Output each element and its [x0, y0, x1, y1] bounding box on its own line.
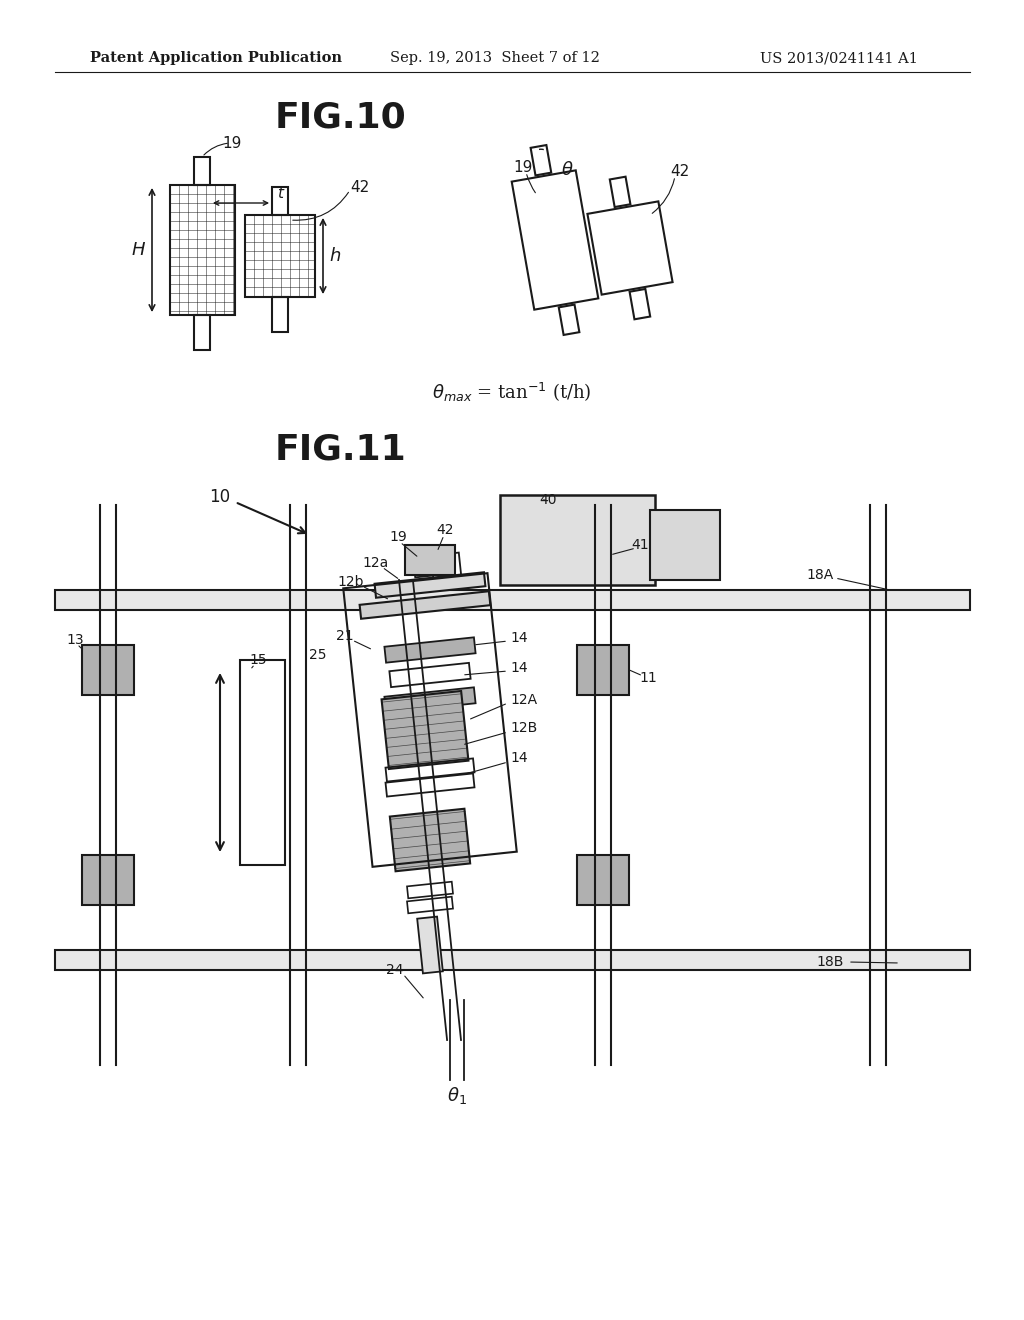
Polygon shape [577, 645, 629, 696]
Text: 10: 10 [210, 488, 230, 506]
Text: 42: 42 [436, 523, 454, 537]
Polygon shape [650, 510, 720, 579]
Polygon shape [375, 573, 485, 598]
Text: 12B: 12B [510, 721, 538, 735]
Text: FIG.10: FIG.10 [274, 102, 406, 135]
Text: 19: 19 [389, 531, 407, 544]
Text: 14: 14 [510, 751, 527, 766]
Polygon shape [359, 591, 490, 619]
Text: 19: 19 [222, 136, 242, 150]
Polygon shape [82, 645, 134, 696]
Polygon shape [382, 690, 468, 770]
Polygon shape [500, 495, 655, 585]
Polygon shape [417, 916, 442, 973]
Text: t: t [278, 186, 283, 202]
Text: 21: 21 [336, 630, 354, 643]
Text: US 2013/0241141 A1: US 2013/0241141 A1 [760, 51, 918, 65]
Polygon shape [240, 660, 285, 865]
Polygon shape [577, 855, 629, 906]
Text: 12a: 12a [362, 556, 389, 570]
Text: 13: 13 [67, 634, 84, 647]
Text: $\theta_1$: $\theta_1$ [447, 1085, 467, 1106]
Text: 25: 25 [309, 648, 327, 663]
Text: 12b: 12b [338, 576, 365, 589]
Polygon shape [82, 855, 134, 906]
Text: 41: 41 [631, 539, 649, 552]
Polygon shape [431, 553, 461, 577]
Polygon shape [406, 545, 455, 576]
Polygon shape [384, 688, 475, 713]
Text: 14: 14 [510, 631, 527, 645]
Text: 40: 40 [540, 492, 557, 507]
Polygon shape [384, 638, 475, 663]
Text: 12A: 12A [510, 693, 538, 708]
Text: 42: 42 [671, 165, 689, 180]
Text: 14: 14 [510, 661, 527, 675]
Polygon shape [413, 553, 443, 577]
Text: H: H [131, 242, 145, 259]
Text: 15: 15 [249, 653, 267, 667]
Polygon shape [55, 950, 970, 970]
Text: Patent Application Publication: Patent Application Publication [90, 51, 342, 65]
Text: FIG.11: FIG.11 [274, 433, 406, 467]
Text: 24: 24 [386, 964, 403, 977]
Text: 42: 42 [350, 180, 370, 194]
Text: 11: 11 [639, 671, 656, 685]
Polygon shape [55, 590, 970, 610]
Text: h: h [329, 247, 340, 265]
Text: 18A: 18A [806, 568, 834, 582]
Text: Sep. 19, 2013  Sheet 7 of 12: Sep. 19, 2013 Sheet 7 of 12 [390, 51, 600, 65]
Text: $\theta$: $\theta$ [561, 161, 573, 180]
Text: 18B: 18B [816, 954, 844, 969]
Polygon shape [390, 809, 470, 871]
Text: $\theta_{max}$ = tan$^{-1}$ (t/h): $\theta_{max}$ = tan$^{-1}$ (t/h) [432, 380, 592, 404]
Text: 19: 19 [513, 161, 532, 176]
